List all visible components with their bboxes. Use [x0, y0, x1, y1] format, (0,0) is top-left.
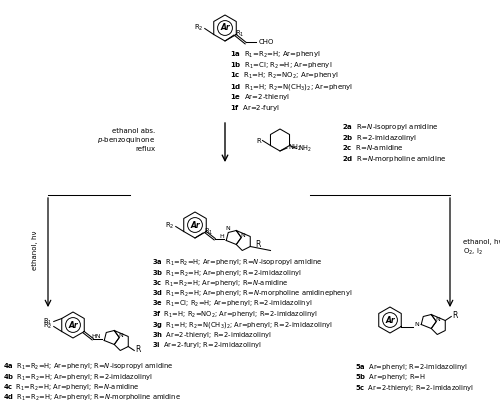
Text: $\mathbf{3b}$  R$_1$=R$_2$=H; Ar=phenyl; R=2-imidazolinyl: $\mathbf{3b}$ R$_1$=R$_2$=H; Ar=phenyl; …	[152, 269, 302, 278]
Text: $\mathbf{1b}$  R$_1$=Cl; R$_2$=H; Ar=phenyl: $\mathbf{1b}$ R$_1$=Cl; R$_2$=H; Ar=phen…	[230, 61, 332, 71]
Text: ethanol, hν
O$_2$, I$_2$: ethanol, hν O$_2$, I$_2$	[463, 239, 500, 257]
Text: Ar: Ar	[385, 315, 395, 325]
Text: $\mathbf{4b}$  R$_1$=R$_2$=H; Ar=phenyl; R=2-imidazolinyl: $\mathbf{4b}$ R$_1$=R$_2$=H; Ar=phenyl; …	[3, 372, 152, 383]
Text: $\mathbf{3d}$  R$_1$=R$_2$=H; Ar=phenyl; R=$N$-morpholine amidinephenyl: $\mathbf{3d}$ R$_1$=R$_2$=H; Ar=phenyl; …	[152, 289, 352, 299]
Text: R: R	[452, 311, 458, 320]
Text: N: N	[240, 233, 245, 238]
Text: $\mathbf{4c}$  R$_1$=R$_2$=H; Ar=phenyl; R=$N$-amidine: $\mathbf{4c}$ R$_1$=R$_2$=H; Ar=phenyl; …	[3, 383, 140, 393]
Text: N: N	[436, 317, 440, 322]
Text: $\mathbf{1a}$  R$_1$=R$_2$=H; Ar=phenyl: $\mathbf{1a}$ R$_1$=R$_2$=H; Ar=phenyl	[230, 50, 320, 60]
Text: Ar: Ar	[68, 320, 78, 330]
Text: $\mathbf{5c}$  Ar=2-thienyl; R=2-imidazolinyl: $\mathbf{5c}$ Ar=2-thienyl; R=2-imidazol…	[355, 383, 474, 393]
Text: $\mathbf{1e}$  Ar=2-thienyl: $\mathbf{1e}$ Ar=2-thienyl	[230, 92, 290, 102]
Text: Ar: Ar	[190, 220, 200, 229]
Text: N: N	[414, 322, 419, 327]
Text: $\mathbf{5a}$  Ar=phenyl; R=2-imidazolinyl: $\mathbf{5a}$ Ar=phenyl; R=2-imidazoliny…	[355, 362, 468, 372]
Text: $\mathbf{4d}$  R$_1$=R$_2$=H; Ar=phenyl; R=$N$-morpholine amidine: $\mathbf{4d}$ R$_1$=R$_2$=H; Ar=phenyl; …	[3, 393, 181, 403]
Text: $\mathbf{2a}$  R=$N$-isopropyl amidine: $\mathbf{2a}$ R=$N$-isopropyl amidine	[342, 122, 438, 132]
Text: NH$_2$: NH$_2$	[298, 144, 312, 154]
Text: R$_2$: R$_2$	[165, 220, 174, 231]
Text: $\mathbf{3c}$  R$_1$=R$_2$=H; Ar=phenyl; R=$N$-amidine: $\mathbf{3c}$ R$_1$=R$_2$=H; Ar=phenyl; …	[152, 278, 288, 289]
Text: NH$_2$: NH$_2$	[288, 143, 302, 153]
Text: R: R	[256, 240, 260, 249]
Text: $\mathbf{3g}$  R$_1$=H; R$_2$=N(CH$_3$)$_2$; Ar=phenyl; R=2-imidazolinyl: $\mathbf{3g}$ R$_1$=H; R$_2$=N(CH$_3$)$_…	[152, 320, 333, 330]
Text: $\mathbf{3h}$  Ar=2-thienyl; R=2-imidazolinyl: $\mathbf{3h}$ Ar=2-thienyl; R=2-imidazol…	[152, 330, 272, 340]
Text: R: R	[256, 137, 262, 144]
Text: R$_1$: R$_1$	[43, 316, 52, 327]
Text: R: R	[136, 345, 140, 354]
Text: N: N	[118, 333, 123, 338]
Text: $\mathbf{1d}$  R$_1$=H; R$_2$=N(CH$_3$)$_2$; Ar=phenyl: $\mathbf{1d}$ R$_1$=H; R$_2$=N(CH$_3$)$_…	[230, 81, 353, 91]
Text: Ar: Ar	[220, 24, 230, 32]
Text: $\mathbf{2b}$  R=2-imidazolinyl: $\mathbf{2b}$ R=2-imidazolinyl	[342, 132, 417, 142]
Text: R$_1$: R$_1$	[235, 29, 244, 39]
Text: $\mathbf{3a}$  R$_1$=R$_2$=H; Ar=phenyl; R=$N$-isopropyl amidine: $\mathbf{3a}$ R$_1$=R$_2$=H; Ar=phenyl; …	[152, 258, 322, 268]
Text: $\mathbf{2d}$  R=$N$-morpholine amidine: $\mathbf{2d}$ R=$N$-morpholine amidine	[342, 154, 446, 164]
Text: CHO: CHO	[258, 39, 274, 46]
Text: $\mathbf{3i}$  Ar=2-furyl; R=2-imidazolinyl: $\mathbf{3i}$ Ar=2-furyl; R=2-imidazolin…	[152, 340, 262, 350]
Text: N: N	[225, 225, 230, 230]
Text: R$_2$: R$_2$	[194, 22, 203, 33]
Text: R$_1$: R$_1$	[204, 227, 214, 237]
Text: HN: HN	[92, 334, 102, 339]
Text: $\mathbf{3e}$  R$_1$=Cl; R$_2$=H; Ar=phenyl; R=2-imidazolinyl: $\mathbf{3e}$ R$_1$=Cl; R$_2$=H; Ar=phen…	[152, 299, 312, 310]
Text: $\mathbf{1c}$  R$_1$=H; R$_2$=NO$_2$; Ar=phenyl: $\mathbf{1c}$ R$_1$=H; R$_2$=NO$_2$; Ar=…	[230, 71, 339, 81]
Text: $\mathbf{4a}$  R$_1$=R$_2$=H; Ar=phenyl; R=$N$-isopropyl amidine: $\mathbf{4a}$ R$_1$=R$_2$=H; Ar=phenyl; …	[3, 362, 173, 372]
Text: R$_2$: R$_2$	[43, 320, 52, 331]
Text: $\mathbf{2c}$  R=$N$-amidine: $\mathbf{2c}$ R=$N$-amidine	[342, 143, 404, 152]
Text: $\mathbf{5b}$  Ar=phenyl; R=H: $\mathbf{5b}$ Ar=phenyl; R=H	[355, 372, 426, 382]
Text: $\mathbf{3f}$  R$_1$=H; R$_2$=NO$_2$; Ar=phenyl; R=2-imidazolinyl: $\mathbf{3f}$ R$_1$=H; R$_2$=NO$_2$; Ar=…	[152, 310, 318, 320]
Text: ethanol, hν: ethanol, hν	[32, 230, 38, 270]
Text: ethanol abs.
$p$-benzoquinone
reflux: ethanol abs. $p$-benzoquinone reflux	[97, 128, 155, 152]
Text: $\mathbf{1f}$  Ar=2-furyl: $\mathbf{1f}$ Ar=2-furyl	[230, 103, 280, 112]
Text: H: H	[220, 234, 224, 239]
